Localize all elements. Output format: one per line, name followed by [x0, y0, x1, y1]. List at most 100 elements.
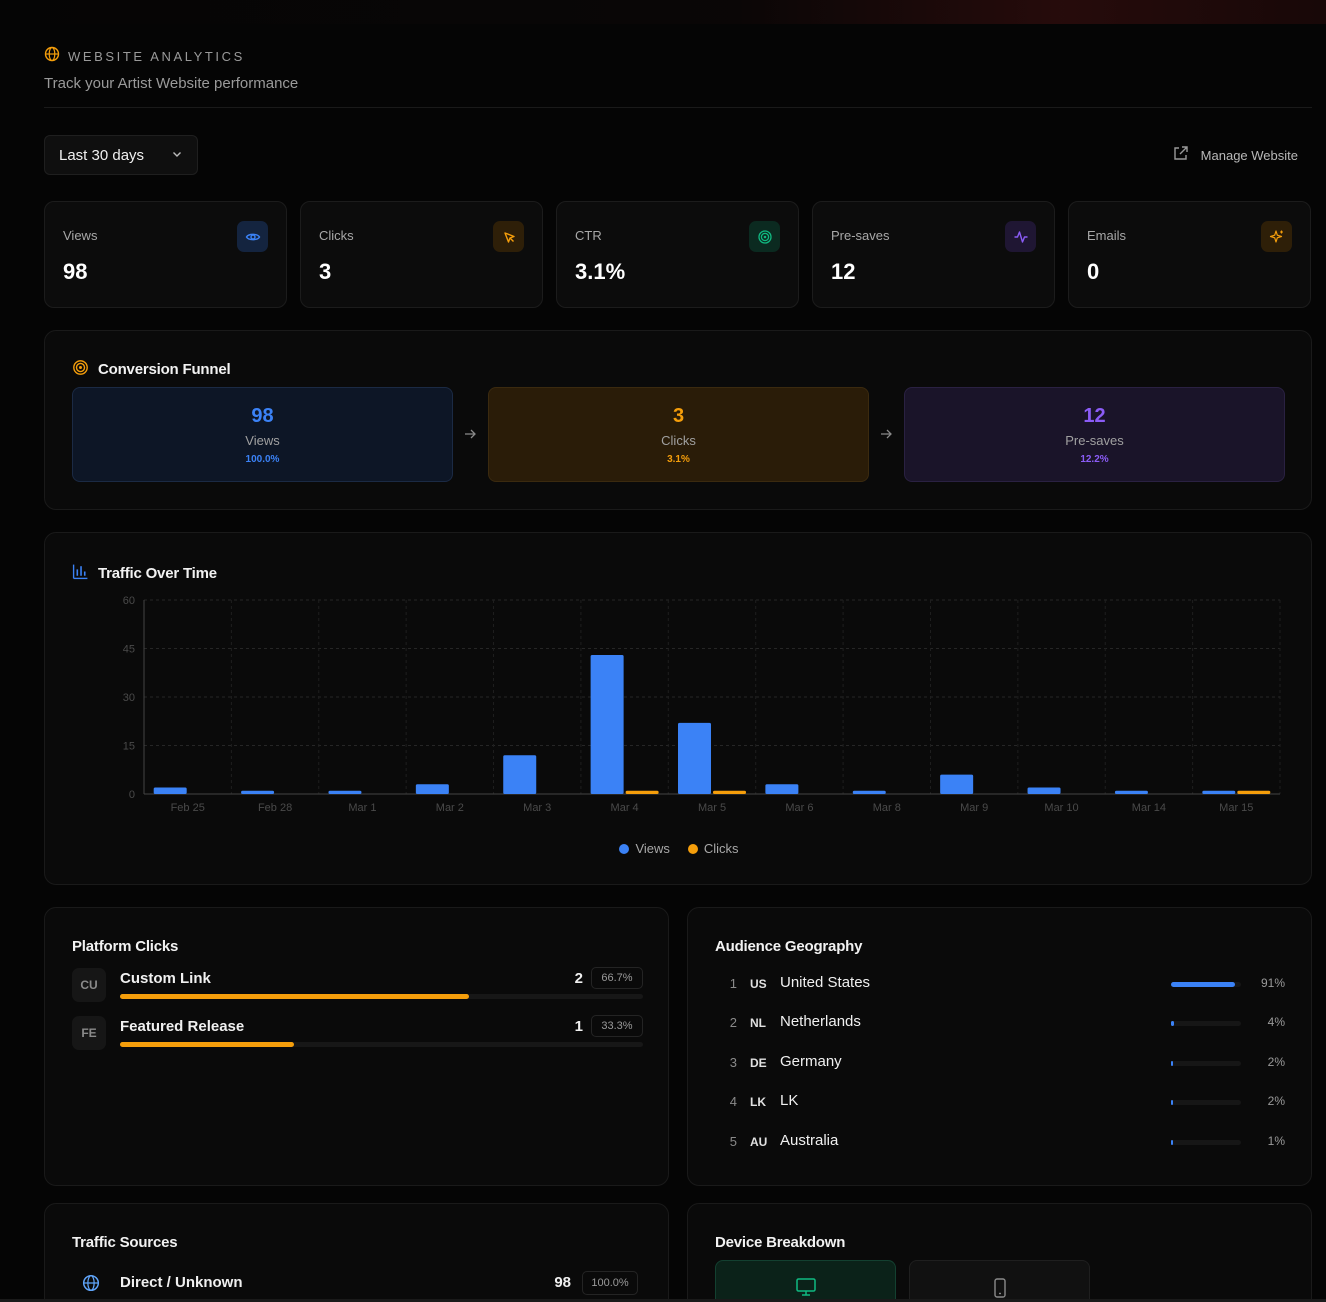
geo-bar-track: [1171, 1021, 1241, 1026]
stat-label: Clicks: [319, 228, 354, 243]
platform-row-featured-release[interactable]: FE Featured Release 1 33.3%: [72, 1015, 643, 1056]
platform-name: Custom Link: [120, 970, 211, 987]
y-tick-label: 45: [123, 644, 135, 656]
y-tick-label: 60: [123, 595, 135, 607]
device-tile-desktop[interactable]: [715, 1260, 896, 1302]
geo-bar-fill: [1171, 1100, 1174, 1105]
geo-bar-track: [1171, 1140, 1241, 1145]
funnel-percent: 100.0%: [245, 454, 280, 465]
audience-geography-panel: Audience Geography 1 US United States 91…: [687, 907, 1312, 1186]
legend-label: Clicks: [703, 841, 739, 856]
bar-views: [328, 790, 362, 794]
geo-name: LK: [780, 1092, 799, 1109]
x-tick-label: Mar 3: [523, 802, 551, 814]
funnel-value: 3: [672, 405, 685, 427]
panel-title: Platform Clicks: [72, 938, 179, 955]
legend-label: Views: [635, 841, 670, 856]
geo-bar-track: [1171, 982, 1241, 987]
geo-bar-track: [1171, 1100, 1241, 1105]
bar-clicks: [713, 790, 746, 794]
funnel-step-clicks: 3 Clicks 3.1%: [488, 387, 869, 482]
x-tick-label: Mar 15: [1219, 802, 1253, 814]
conversion-funnel-panel: Conversion Funnel 98 Views 100.0% 3 Clic…: [44, 330, 1312, 510]
activity-icon: [1005, 221, 1036, 252]
header-divider: [44, 107, 1312, 108]
geo-row: 1 US United States 91%: [715, 974, 1285, 996]
funnel-value: 98: [251, 405, 274, 427]
geo-bar-track: [1171, 1061, 1241, 1066]
bar-views: [1114, 790, 1148, 794]
manage-website-link[interactable]: Manage Website: [1172, 145, 1298, 165]
device-tile-mobile[interactable]: [909, 1260, 1090, 1302]
panel-title: Audience Geography: [715, 938, 863, 955]
legend-item-views[interactable]: Views: [619, 841, 670, 856]
geo-code: NL: [750, 1016, 766, 1030]
external-link-icon: [1172, 145, 1189, 165]
geo-percent: 1%: [1267, 1134, 1285, 1148]
geo-code: AU: [750, 1135, 768, 1149]
bottom-edge: [0, 1299, 1326, 1302]
bar-views: [765, 784, 799, 794]
arrow-right-icon: [463, 427, 477, 446]
bar-views: [241, 790, 275, 794]
x-tick-label: Feb 25: [171, 802, 205, 814]
bar-views: [415, 784, 449, 794]
x-tick-label: Mar 1: [348, 802, 376, 814]
arrow-right-icon: [879, 427, 893, 446]
date-range-select[interactable]: Last 30 days: [44, 135, 198, 175]
geo-row: 3 DE Germany 2%: [715, 1053, 1285, 1075]
geo-percent: 4%: [1267, 1015, 1285, 1029]
traffic-sources-panel: Traffic Sources Direct / Unknown 98 100.…: [44, 1203, 669, 1302]
stat-cards: Views 98 Clicks 3 CTR 3.1% Pre-saves 12: [44, 201, 1312, 308]
geo-code: US: [750, 977, 767, 991]
x-tick-label: Mar 5: [698, 802, 726, 814]
geo-rank: 4: [729, 1094, 737, 1109]
platform-row-custom-link[interactable]: CU Custom Link 2 66.7%: [72, 967, 643, 1008]
funnel-step-presaves: 12 Pre-saves 12.2%: [904, 387, 1285, 482]
page-header: WEBSITE ANALYTICS Track your Artist Webs…: [44, 46, 298, 92]
y-tick-label: 15: [123, 741, 135, 753]
geo-row: 5 AU Australia 1%: [715, 1132, 1285, 1154]
platform-bar-fill: [120, 1042, 295, 1047]
bar-views: [503, 755, 537, 794]
conversion-funnel-heading: Conversion Funnel: [72, 359, 231, 380]
stat-card-ctr: CTR 3.1%: [556, 201, 799, 308]
bar-views: [940, 774, 974, 794]
desktop-icon: [795, 1277, 817, 1302]
x-tick-label: Mar 4: [611, 802, 639, 814]
bar-views: [153, 787, 187, 794]
funnel-value: 12: [1083, 405, 1106, 427]
legend-swatch: [619, 843, 630, 854]
funnel-step-views: 98 Views 100.0%: [72, 387, 453, 482]
date-range-value: Last 30 days: [59, 146, 145, 164]
platform-count: 2: [574, 970, 583, 987]
top-glow: [0, 0, 1326, 24]
device-breakdown-panel: Device Breakdown: [687, 1203, 1312, 1302]
page-title: WEBSITE ANALYTICS: [68, 49, 245, 64]
platform-clicks-panel: Platform Clicks CU Custom Link 2 66.7% F…: [44, 907, 669, 1186]
geo-name: Netherlands: [780, 1013, 861, 1030]
geo-code: DE: [750, 1056, 767, 1070]
geo-percent: 2%: [1267, 1055, 1285, 1069]
panel-title: Traffic Over Time: [98, 565, 217, 582]
stat-label: Pre-saves: [831, 228, 890, 243]
geo-rank: 5: [729, 1134, 737, 1149]
source-percent: 100.0%: [582, 1271, 638, 1295]
panel-title: Device Breakdown: [715, 1234, 846, 1251]
bar-clicks: [625, 790, 659, 794]
traffic-over-time-panel: Traffic Over Time 0 15 30 45 60 Feb 25 Feb 28 M…: [44, 532, 1312, 885]
bar-clicks: [1237, 790, 1271, 794]
geo-row: 2 NL Netherlands 4%: [715, 1013, 1285, 1035]
bar-views: [678, 722, 711, 794]
funnel-percent: 12.2%: [1080, 454, 1109, 465]
stat-value: 3: [319, 259, 332, 284]
legend-swatch: [687, 843, 698, 854]
y-tick-label: 30: [123, 692, 135, 704]
x-tick-label: Feb 28: [258, 802, 292, 814]
x-tick-label: Mar 14: [1132, 802, 1166, 814]
legend-item-clicks[interactable]: Clicks: [687, 841, 739, 856]
stat-value: 12: [831, 259, 856, 284]
y-tick-label: 0: [129, 789, 135, 801]
funnel-label: Pre-saves: [1065, 433, 1124, 448]
x-tick-label: Mar 9: [960, 802, 988, 814]
